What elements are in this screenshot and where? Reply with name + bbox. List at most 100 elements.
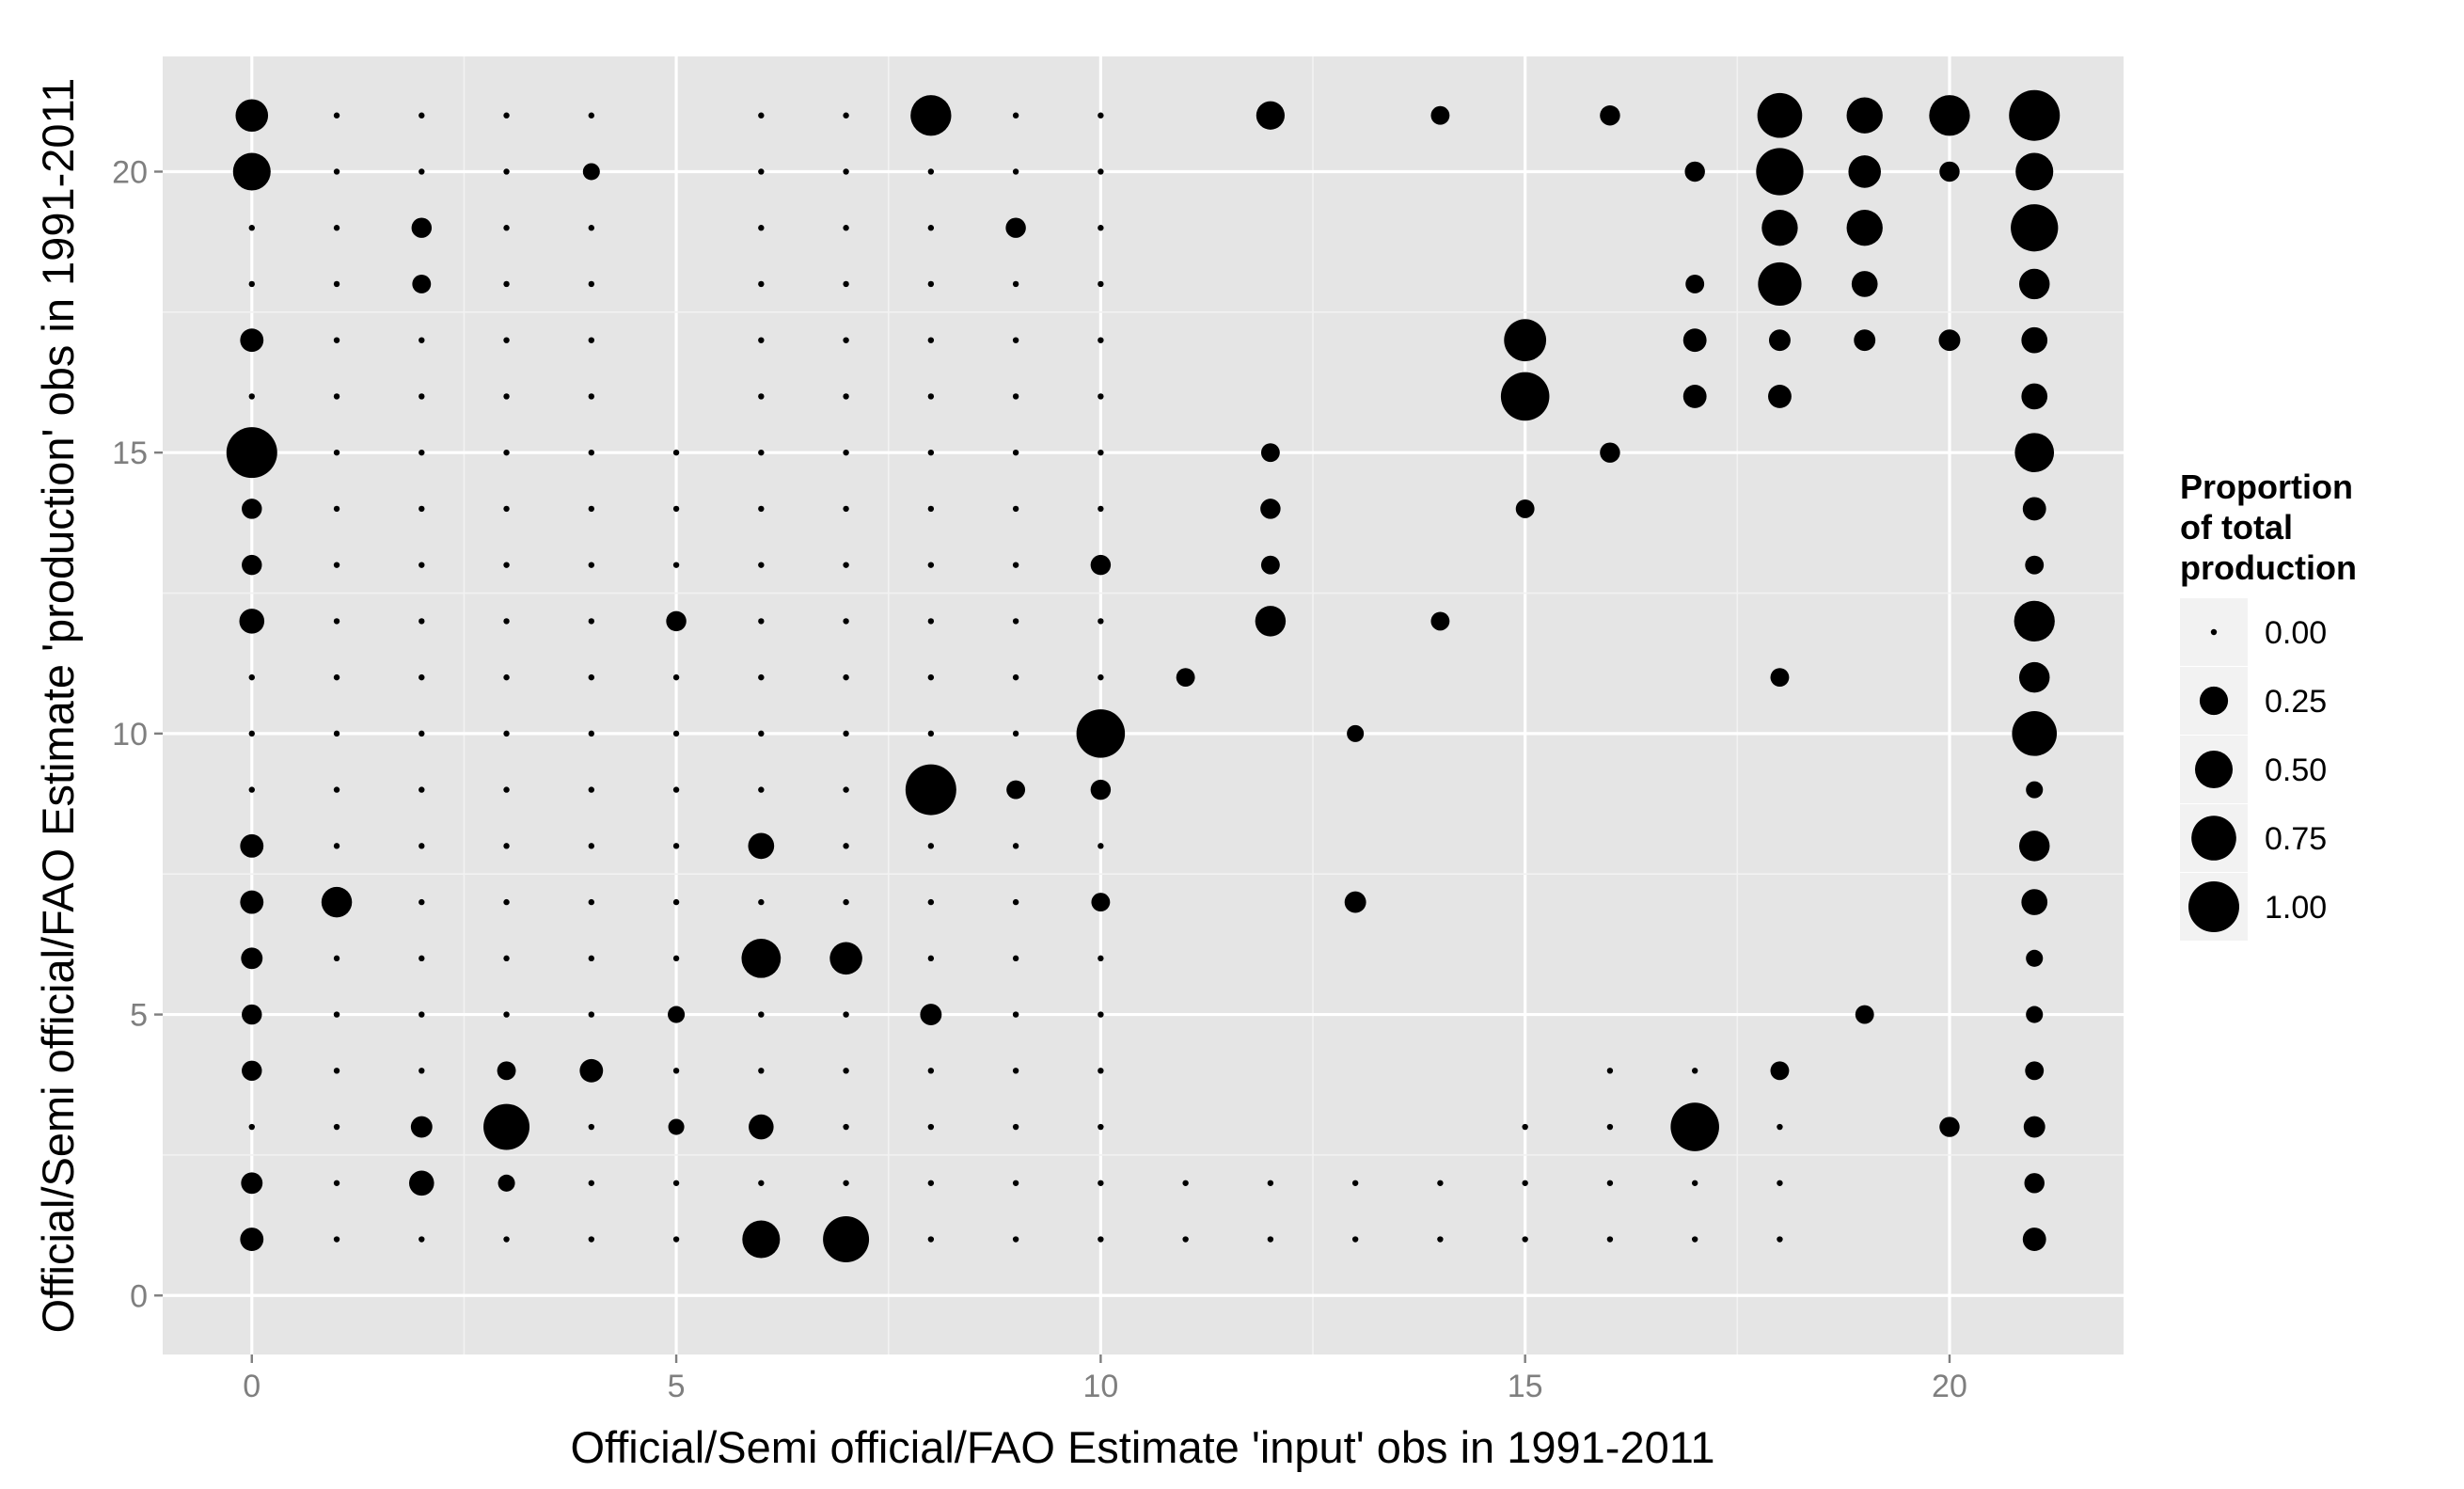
data-point [419,112,425,119]
data-point [333,337,340,343]
data-point [672,786,680,793]
data-point [1761,210,1798,246]
data-point [1522,1180,1528,1186]
data-point [927,280,935,288]
data-point [321,886,353,918]
data-point [235,99,269,133]
data-point [1012,730,1019,737]
data-point [1090,779,1112,800]
y-axis-title: Official/Semi official/FAO Estimate 'pro… [33,78,83,1334]
data-point [242,554,262,576]
data-point [248,730,255,737]
data-point [1012,1011,1019,1018]
data-point [1012,393,1019,400]
data-point [503,112,510,119]
data-point [333,505,340,513]
data-point [1255,606,1287,637]
data-point [927,337,935,343]
data-point [758,786,765,793]
data-point [1260,443,1280,463]
data-point [1012,843,1019,849]
data-point [503,730,510,737]
data-point [927,1123,935,1131]
data-point [666,610,687,632]
data-point [843,393,849,400]
data-point [333,449,340,456]
legend-keys: 0.00 0.25 0.50 0.75 1.00 [2180,598,2327,941]
data-point [419,168,425,175]
data-point [419,786,425,793]
data-point [843,1123,849,1131]
data-point [758,280,765,288]
data-point [588,1236,595,1243]
data-point [1012,562,1019,568]
data-point [410,1116,433,1138]
data-point [927,618,935,625]
y-tick-label: 20 [112,154,148,190]
data-point [582,163,600,181]
x-tick-label: 20 [1932,1369,1967,1404]
data-point [1682,328,1707,353]
data-point [927,168,935,175]
data-point [927,1068,935,1074]
data-point [2014,600,2055,642]
data-point [1344,891,1366,913]
y-tick-label: 15 [112,436,148,471]
data-point [588,449,595,456]
data-point [1006,780,1026,800]
data-point [927,562,935,568]
data-point [2026,781,2044,799]
data-point [741,938,782,978]
data-point [843,673,849,681]
data-point [588,1180,595,1186]
data-point [333,280,340,288]
data-point [1430,105,1450,125]
legend-key-point [2194,750,2234,789]
data-point [333,1123,340,1131]
data-point [419,898,425,906]
data-point [1012,955,1019,962]
data-point [503,393,510,400]
data-point [503,168,510,175]
data-point [1938,329,1961,352]
data-point [419,955,425,962]
data-point [843,1011,849,1018]
data-point [1012,1068,1019,1074]
data-point [412,275,432,293]
data-point [1777,1236,1783,1243]
data-point [419,449,425,456]
data-point [588,618,595,625]
legend: Proportion of total production 0.000.250… [2180,467,2357,941]
data-point [333,168,340,175]
data-point [1260,555,1280,575]
data-point [843,505,849,513]
data-point [1684,161,1705,182]
data-point [1691,1180,1698,1186]
data-point [1098,1180,1104,1186]
data-point [1670,1102,1719,1151]
data-point [1515,499,1535,518]
data-point [503,1011,510,1018]
data-point [242,499,262,519]
legend-label: 1.00 [2265,890,2327,926]
data-point [588,505,595,513]
data-point [588,673,595,681]
data-point [1606,1123,1614,1131]
data-point [1848,155,1881,188]
data-point [758,730,765,737]
data-point [910,95,952,136]
data-point [248,1123,255,1131]
data-point [1098,1068,1104,1074]
data-point [1522,1123,1528,1131]
data-point [588,1123,595,1131]
data-point [1522,1236,1528,1243]
data-point [1437,1180,1444,1186]
data-point [758,673,765,681]
data-point [1685,275,1705,293]
data-point [2025,555,2045,575]
data-point [2023,1116,2045,1138]
data-point [843,1180,849,1186]
data-point [672,1236,680,1243]
data-point [242,1060,262,1082]
data-point [333,393,340,400]
